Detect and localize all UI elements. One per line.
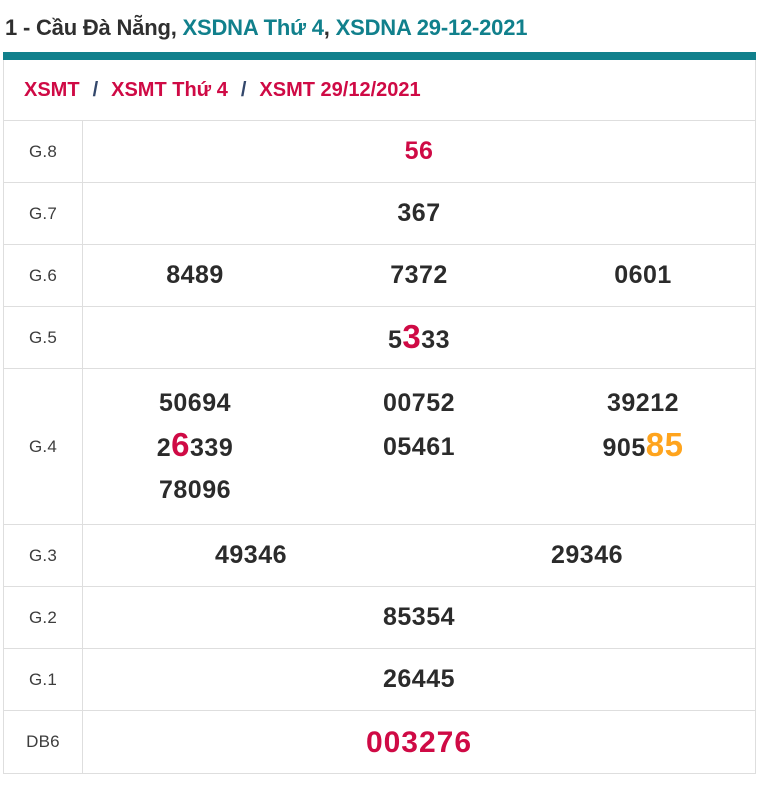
prize-cells: 26445 [83,649,755,710]
prize-cells: 49346 29346 [83,525,755,586]
digits: 2 [156,434,172,462]
digits: 5 [387,326,403,355]
digits: 0601 [614,261,672,290]
prize-cells: 5333 [83,307,755,368]
prize-cells: 85354 [83,587,755,648]
digits: 26445 [382,665,456,694]
prize-value: 39212 [607,382,679,424]
prize-value: 003276 [366,723,472,762]
digits: 8489 [166,261,224,290]
breadcrumb-link[interactable]: XSMT Thứ 4 [111,78,228,101]
table-row: G.6 8489 7372 0601 [4,245,755,307]
prize-cells: 003276 [83,711,755,773]
digits: 00752 [382,389,456,417]
prize-label: G.7 [4,183,83,244]
prize-value: 49346 [215,539,287,572]
prize-value: 26339 [157,424,233,469]
highlighted-digits: 85 [645,426,684,463]
digits: 905 [602,434,646,462]
breadcrumb-link[interactable]: XSMT [24,78,80,101]
prize-value: 00752 [383,382,455,424]
prize-label: G.8 [4,121,83,182]
table-row: G.5 5333 [4,307,755,369]
table-row: DB6 003276 [4,711,755,773]
breadcrumb-link[interactable]: XSMT 29/12/2021 [259,78,421,101]
prize-cells: 8489 7372 0601 [83,245,755,306]
prize-cells: 50694 00752 39212 26339 05461 90585 78096 [83,369,755,524]
prize-value: 85354 [383,601,455,634]
page-title: 1 - Cầu Đà Nẵng, XSDNA Thứ 4, XSDNA 29-1… [5,15,752,41]
digits: 85354 [382,603,456,632]
prize-value: 29346 [551,539,623,572]
highlighted-digits: 003276 [365,725,473,759]
results-table: XSMT / XSMT Thứ 4/XSMT 29/12/2021 G.8 56 G.7… [3,52,756,774]
prize-label: DB6 [4,711,83,773]
table-row: G.4 50694 00752 39212 26339 05461 90585 78096 [4,369,755,525]
prize-label: G.1 [4,649,83,710]
prize-label: G.2 [4,587,83,648]
digits: 367 [397,199,441,228]
prize-label: G.3 [4,525,83,586]
digits: 39212 [606,389,680,417]
prize-value: 8489 [166,259,224,292]
breadcrumb-separator: / [240,78,247,101]
table-row: G.8 56 [4,121,755,183]
prize-value: 0601 [614,259,672,292]
prize-label: G.5 [4,307,83,368]
title-prefix: 1 - Cầu Đà Nẵng, [5,15,177,40]
digits: 7372 [390,261,448,290]
prize-value: 50694 [159,382,231,424]
highlighted-digits: 3 [402,318,422,356]
prize-value: 78096 [159,469,231,511]
digits: 29346 [550,541,624,570]
results-table-body: G.8 56 G.7 367 G.6 8489 7372 0601 G.5 5333 G.4 5069… [4,121,755,773]
breadcrumb-separator: / [92,78,99,101]
table-top-accent-bar [3,52,756,60]
prize-cells: 56 [83,121,755,182]
prize-label: G.4 [4,369,83,524]
prize-value: 367 [397,197,440,230]
page: 1 - Cầu Đà Nẵng, XSDNA Thứ 4, XSDNA 29-1… [0,15,757,774]
prize-value: 90585 [603,424,684,469]
table-row: G.2 85354 [4,587,755,649]
title-link-weekday[interactable]: XSDNA Thứ 4 [182,15,324,40]
prize-value: 5333 [388,316,450,359]
digits: 339 [190,434,234,462]
prize-value: 26445 [383,663,455,696]
digits: 50694 [158,389,232,417]
prize-value: 05461 [383,426,455,468]
prize-label: G.6 [4,245,83,306]
table-row: G.7 367 [4,183,755,245]
digits: 78096 [158,476,232,504]
digits: 49346 [214,541,288,570]
highlighted-digits: 56 [404,137,434,166]
table-row: G.1 26445 [4,649,755,711]
title-separator: , [323,15,330,40]
highlighted-digits: 6 [171,426,191,463]
digits: 33 [421,326,451,355]
prize-value: 7372 [390,259,448,292]
prize-cells: 367 [83,183,755,244]
digits: 05461 [382,432,456,461]
title-link-date[interactable]: XSDNA 29-12-2021 [335,15,528,40]
breadcrumb: XSMT / XSMT Thứ 4 / XSMT 29/12/2021 [4,60,755,121]
prize-value: 56 [405,135,434,168]
table-row: G.3 49346 29346 [4,525,755,587]
